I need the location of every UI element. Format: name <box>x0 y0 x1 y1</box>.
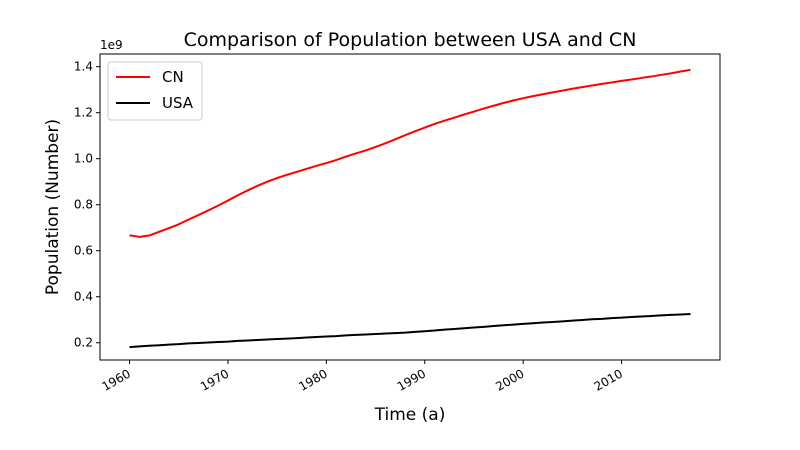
x-tick-label: 2000 <box>493 366 526 393</box>
legend-label-cn: CN <box>162 68 184 86</box>
y-offset-label: 1e9 <box>100 38 123 52</box>
legend-label-usa: USA <box>162 94 194 112</box>
y-tick-label: 0.8 <box>74 198 93 212</box>
y-axis-label: Population (Number) <box>43 119 63 295</box>
plot-frame <box>99 53 721 361</box>
x-tick-label: 2010 <box>592 366 625 393</box>
x-tick-label: 1980 <box>296 366 329 393</box>
y-tick-label: 1.2 <box>74 106 93 120</box>
x-tick-label: 1960 <box>100 366 133 393</box>
series-line-usa <box>129 312 691 349</box>
y-tick-label: 0.6 <box>74 244 93 258</box>
legend: CN USA <box>107 61 203 121</box>
x-tick-label: 1970 <box>198 366 231 393</box>
x-axis-label: Time (a) <box>374 405 446 425</box>
y-tick-label: 1.4 <box>74 60 93 74</box>
lines-layer <box>129 68 691 349</box>
series-line-cn <box>129 68 691 238</box>
chart-title: Comparison of Population between USA and… <box>184 29 637 51</box>
x-tick-label: 1990 <box>395 366 428 393</box>
y-tick-label: 0.4 <box>74 290 93 304</box>
y-tick-label: 0.2 <box>74 336 93 350</box>
y-tick-label: 1.0 <box>74 152 93 166</box>
